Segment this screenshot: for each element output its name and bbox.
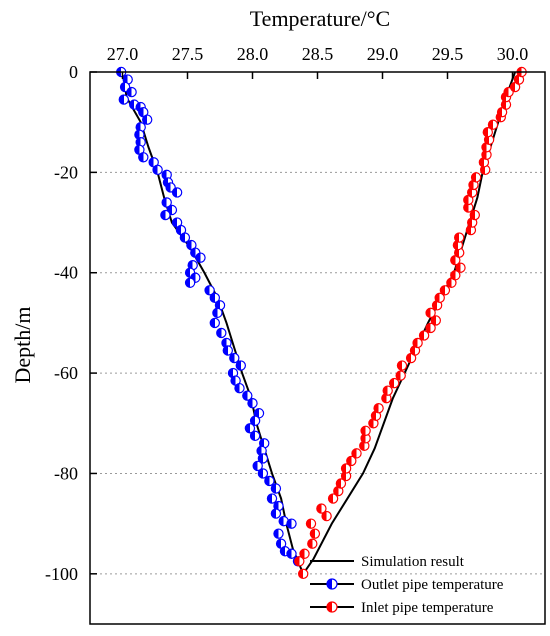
inlet-point — [382, 385, 393, 396]
outlet-point — [286, 548, 297, 559]
marker-group — [115, 66, 527, 580]
outlet-point — [273, 528, 284, 539]
x-tick-label: 27.5 — [172, 44, 204, 64]
simulation-line-group — [122, 71, 517, 576]
outlet-point — [195, 252, 206, 263]
inlet-point — [455, 262, 466, 273]
inlet-point — [425, 307, 436, 319]
x-tick-label: 27.0 — [107, 44, 139, 64]
outlet-point — [266, 493, 278, 504]
outlet-point — [161, 197, 172, 208]
inlet-point — [309, 528, 321, 539]
legend-marker-outlet — [326, 578, 338, 590]
outlet-point — [244, 423, 256, 434]
outlet-point — [257, 453, 269, 464]
outlet-point — [212, 307, 223, 319]
inlet-point — [360, 425, 371, 436]
y-tick-label: -40 — [54, 263, 78, 283]
grid — [90, 171, 545, 575]
inlet-point — [412, 337, 423, 349]
outlet-point — [171, 187, 183, 198]
outlet-point — [209, 292, 220, 304]
inlet-point — [396, 360, 408, 371]
outlet-point — [234, 382, 245, 394]
outlet-point — [235, 360, 246, 371]
inlet-point — [470, 172, 482, 183]
outlet-point — [229, 352, 240, 364]
outlet-point — [249, 415, 261, 426]
x-tick-label: 28.5 — [302, 44, 334, 64]
inlet-point — [340, 463, 352, 474]
inlet-point — [418, 330, 430, 341]
outlet-point — [222, 345, 233, 356]
simulation-line — [122, 71, 517, 576]
legend: Simulation result Outlet pipe temperatur… — [310, 554, 504, 616]
inlet-point — [327, 493, 339, 504]
y-tick-label: 0 — [69, 62, 78, 82]
y-tick-label: -60 — [54, 363, 78, 383]
legend-marker-outlet-circle — [326, 578, 338, 590]
outlet-point — [257, 468, 269, 479]
outlet-point — [204, 285, 215, 296]
inlet-point — [434, 292, 445, 304]
inlet-point — [335, 478, 347, 489]
inlet-point — [316, 503, 327, 514]
inlet-point — [346, 455, 357, 467]
x-tick-label: 29.5 — [432, 44, 464, 64]
inlet-point — [351, 448, 362, 459]
inlet-point — [305, 518, 317, 529]
outlet-point — [264, 475, 275, 487]
outlet-point — [141, 114, 153, 125]
inlet-point — [487, 119, 499, 130]
legend-label-inlet: Inlet pipe temperature — [361, 600, 494, 616]
x-axis-label: Temperature/°C — [250, 6, 390, 31]
inlet-point — [395, 370, 406, 381]
legend-label-outlet: Outlet pipe temperature — [361, 577, 504, 593]
outlet-point — [252, 460, 263, 472]
outlet-point — [184, 277, 196, 288]
outlet-point — [138, 152, 149, 163]
inlet-point — [321, 510, 332, 522]
inlet-point — [430, 315, 441, 326]
inlet-point — [439, 285, 451, 296]
tick-group: 27.0 27.5 28.0 28.5 29.0 29.5 30.0 0 -20 -40 -60 -8… — [45, 44, 528, 584]
outlet-point — [152, 164, 163, 176]
y-tick-label: -20 — [54, 162, 78, 182]
outlet-point — [286, 518, 297, 529]
inlet-point — [373, 403, 384, 414]
inlet-point — [389, 377, 400, 389]
outlet-point — [118, 94, 130, 105]
outlet-point — [209, 317, 220, 329]
inlet-point — [469, 209, 480, 221]
outlet-point — [126, 86, 137, 98]
x-tick-label: 28.0 — [237, 44, 269, 64]
inlet-point — [450, 270, 461, 281]
outlet-point — [160, 209, 171, 221]
outlet-point — [216, 327, 227, 339]
y-axis-label: Depth/m — [10, 307, 35, 384]
x-tick-label: 30.0 — [497, 44, 529, 64]
inlet-point — [454, 232, 465, 243]
inlet-point — [299, 548, 310, 559]
inlet-point — [482, 127, 493, 138]
inlet-point — [294, 556, 305, 567]
outlet-point — [242, 390, 253, 401]
outlet-point — [270, 508, 282, 519]
outlet-point — [179, 232, 191, 243]
inlet-point — [298, 568, 309, 580]
y-tick-label: -80 — [54, 463, 78, 483]
inlet-point — [425, 322, 436, 334]
y-tick-label: -100 — [45, 564, 78, 584]
legend-marker-inlet — [326, 601, 338, 613]
plot-frame — [89, 71, 546, 625]
outlet-point — [249, 430, 261, 442]
outlet-point — [270, 483, 282, 494]
outlet-point — [247, 398, 258, 409]
x-tick-label: 29.0 — [367, 44, 399, 64]
legend-marker-inlet-circle — [326, 601, 338, 613]
legend-label-simulation: Simulation result — [361, 554, 465, 570]
inlet-point — [307, 538, 318, 549]
